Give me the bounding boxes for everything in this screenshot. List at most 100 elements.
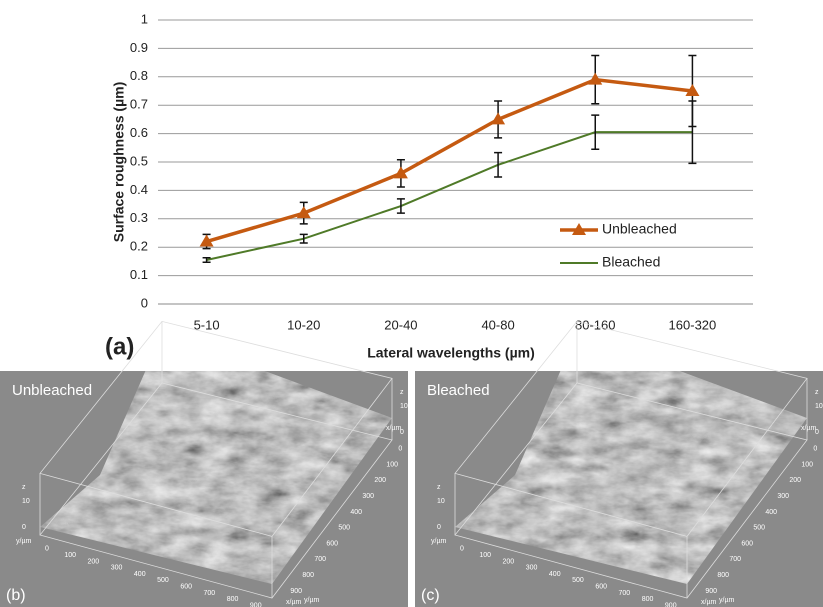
axis-tick-label: 600 (595, 584, 607, 591)
x-tick-label: 40-80 (481, 317, 514, 332)
axis-title: x/µm (386, 425, 401, 432)
axis-tick-label: 10 (22, 498, 30, 505)
axis-tick-label: 500 (338, 525, 350, 532)
axis-tick-label: 700 (314, 556, 326, 563)
axis-tick-label: 10 (400, 403, 408, 410)
axis-tick-label: 400 (549, 571, 561, 578)
axis-tick-label: 700 (204, 590, 216, 597)
error-bar (494, 151, 503, 178)
axis-tick-label: 900 (290, 588, 302, 595)
axis-tick-label: 300 (362, 493, 374, 500)
y-tick-label: 0.2 (130, 239, 148, 254)
y-tick-label: 0.5 (130, 153, 148, 168)
marker (296, 206, 311, 219)
panel-label: (b) (6, 587, 26, 604)
legend-label: Unbleached (602, 221, 677, 237)
axis-title: y/µm (719, 597, 734, 604)
axis-title: z (437, 484, 441, 491)
axis-title: y/µm (304, 597, 319, 604)
x-tick-label: 5-10 (194, 317, 220, 332)
legend-marker (572, 223, 586, 235)
axis-tick-label: 0 (815, 429, 819, 436)
axis-tick-label: 900 (705, 588, 717, 595)
axis-title: z (22, 484, 26, 491)
panel-label: (c) (421, 587, 440, 604)
y-tick-label: 0.8 (130, 68, 148, 83)
axis-tick-label: 300 (777, 493, 789, 500)
axis-tick-label: 400 (350, 509, 362, 516)
axis-tick-label: 300 (111, 565, 123, 572)
panel-title: Bleached (427, 382, 490, 399)
y-tick-label: 0.4 (130, 182, 148, 197)
axis-tick-label: 700 (729, 556, 741, 563)
error-bar (591, 114, 600, 150)
axis-tick-label: 500 (157, 577, 169, 584)
axis-tick-label: 100 (479, 552, 491, 559)
axis-tick-label: 10 (815, 403, 823, 410)
axis-tick-label: 900 (665, 602, 677, 607)
axis-title: z (815, 389, 819, 396)
axis-tick-label: 800 (642, 596, 654, 603)
y-tick-label: 1 (141, 11, 148, 26)
x-tick-label: 80-160 (575, 317, 615, 332)
axis-tick-label: 900 (250, 602, 262, 607)
axis-tick-label: 0 (398, 446, 402, 453)
series-line (206, 131, 693, 261)
axis-tick-label: 400 (765, 509, 777, 516)
axis-tick-label: 0 (22, 524, 26, 531)
axis-tick-label: 100 (801, 461, 813, 468)
axis-tick-label: 600 (326, 540, 338, 547)
y-tick-label: 0.3 (130, 210, 148, 225)
axis-title: x/µm (801, 425, 816, 432)
axis-tick-label: 700 (619, 590, 631, 597)
axis-tick-label: 10 (437, 498, 445, 505)
axis-title: y/µm (16, 538, 31, 545)
series-line (206, 77, 693, 244)
axis-tick-label: 800 (302, 572, 314, 579)
marker (491, 112, 506, 125)
axis-title: x/µm (286, 599, 301, 606)
axis-title: z (400, 389, 404, 396)
axis-tick-label: 200 (374, 477, 386, 484)
axis-tick-label: 200 (789, 477, 801, 484)
axis-title: y/µm (431, 538, 446, 545)
panel-label: (a) (105, 333, 134, 360)
x-tick-label: 20-40 (384, 317, 417, 332)
axis-tick-label: 500 (572, 577, 584, 584)
axis-tick-label: 100 (386, 461, 398, 468)
axis-tick-label: 800 (227, 596, 239, 603)
axis-tick-label: 200 (503, 558, 515, 565)
y-tick-label: 0.9 (130, 40, 148, 55)
axis-tick-label: 500 (753, 525, 765, 532)
panel-title: Unbleached (12, 382, 92, 399)
y-tick-label: 0 (141, 295, 148, 310)
marker (685, 84, 700, 96)
axis-tick-label: 300 (526, 565, 538, 572)
y-axis-title: Surface roughness (µm) (111, 82, 127, 243)
error-bar (396, 198, 405, 214)
axis-tick-label: 800 (717, 572, 729, 579)
y-tick-label: 0.7 (130, 97, 148, 112)
axis-tick-label: 400 (134, 571, 146, 578)
y-tick-label: 0.6 (130, 125, 148, 140)
axis-tick-label: 0 (400, 429, 404, 436)
error-bar (688, 100, 697, 165)
axis-tick-label: 0 (437, 524, 441, 531)
axis-tick-label: 0 (45, 546, 49, 553)
axis-title: x/µm (701, 599, 716, 606)
axis-tick-label: 600 (741, 540, 753, 547)
x-tick-label: 160-320 (669, 317, 717, 332)
marker (393, 166, 408, 179)
axis-tick-label: 0 (813, 446, 817, 453)
error-bar (202, 256, 211, 264)
y-tick-label: 0.1 (130, 267, 148, 282)
x-tick-label: 10-20 (287, 317, 320, 332)
error-bar (299, 233, 308, 244)
marker (588, 72, 603, 85)
axis-tick-label: 0 (460, 546, 464, 553)
x-axis-title: Lateral wavelengths (µm) (367, 345, 535, 361)
marker (199, 234, 214, 247)
legend-label: Bleached (602, 254, 660, 270)
axis-tick-label: 100 (64, 552, 76, 559)
